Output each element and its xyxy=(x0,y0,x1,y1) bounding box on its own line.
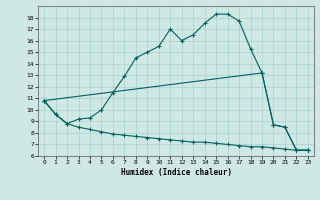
X-axis label: Humidex (Indice chaleur): Humidex (Indice chaleur) xyxy=(121,168,231,177)
